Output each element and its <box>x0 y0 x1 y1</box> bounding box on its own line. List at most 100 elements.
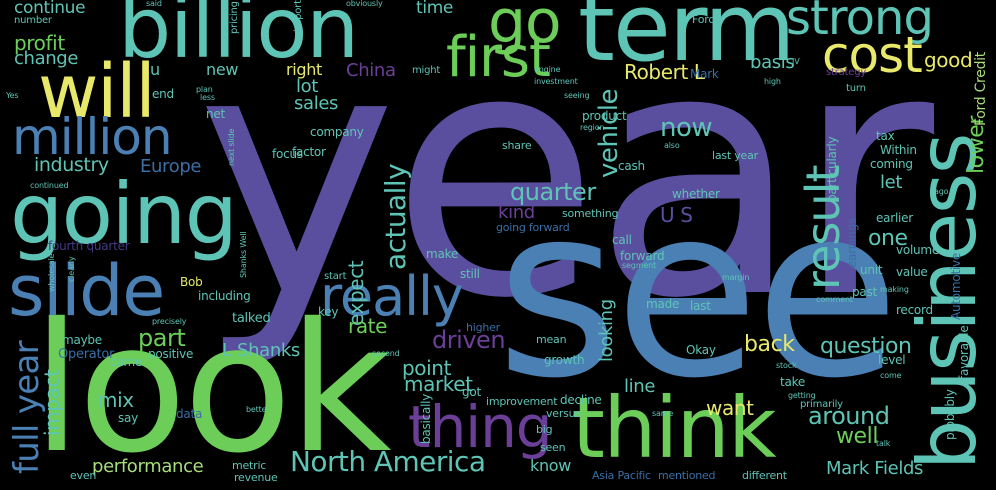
word-ford-credit: Ford Credit <box>973 52 989 126</box>
word-strategy: strategy <box>826 67 867 78</box>
word-value: value <box>896 265 928 279</box>
word-jv: JV <box>792 57 800 66</box>
word-result: result <box>796 165 850 290</box>
word-shanks-well: Shanks Well <box>239 231 248 278</box>
word-mean: mean <box>536 333 567 346</box>
word-market: market <box>404 372 473 396</box>
word-call: call <box>612 233 632 247</box>
word-region: region <box>580 123 605 132</box>
word-really: really <box>320 265 464 328</box>
word-precisely: precisely <box>152 317 187 326</box>
word-think: think <box>572 379 777 477</box>
word-unit: unit <box>860 263 883 277</box>
word-high: high <box>764 77 781 86</box>
word-make: make <box>426 247 458 261</box>
word-come: come <box>880 371 902 380</box>
word-continued: continued <box>30 181 69 190</box>
word-same: same <box>652 409 674 418</box>
word-focus: focus <box>272 147 303 161</box>
word-change: change <box>14 48 79 69</box>
word-maybe: maybe <box>62 333 102 347</box>
word-yes: Yes <box>6 91 19 100</box>
word-number: number <box>14 15 52 26</box>
word-impact: impact <box>40 369 64 436</box>
word-operator: Operator <box>58 347 115 362</box>
word-still: still <box>460 267 480 281</box>
word-let: let <box>880 172 903 193</box>
word-seen: seen <box>540 441 566 454</box>
word-actually: actually <box>379 163 412 270</box>
word-engine: engine <box>534 65 561 74</box>
word-factor: factor <box>292 145 326 159</box>
word-plan: plan <box>196 85 213 94</box>
word-thing: thing <box>408 393 553 461</box>
word-well: well <box>836 424 878 449</box>
word-one: one <box>868 226 908 251</box>
word-growth: growth <box>544 353 585 367</box>
word-ford: Ford <box>692 13 716 26</box>
word-volume: volume <box>896 243 940 257</box>
word-seeing: seeing <box>564 91 590 100</box>
word-want: want <box>706 396 754 420</box>
word-next-slide: next slide <box>227 128 236 166</box>
word-forward: forward <box>620 249 665 263</box>
word-back: back <box>744 332 795 357</box>
word-ago: ago <box>934 187 949 196</box>
word-came: came <box>110 355 143 369</box>
word-l-shanks: L Shanks <box>222 340 300 361</box>
word-basically: basically <box>419 393 433 444</box>
word-different: different <box>742 469 787 482</box>
word-stock: stock <box>776 361 797 370</box>
word-go: go <box>488 0 562 57</box>
word-even: even <box>70 469 97 482</box>
word-pricing: pricing <box>229 1 240 34</box>
word-look: look <box>32 285 392 490</box>
word-billion: billion <box>118 0 359 77</box>
word-made: made <box>646 297 680 311</box>
word-also: also <box>664 141 680 150</box>
word-line: line <box>624 376 656 397</box>
word-earnings: earnings <box>845 218 859 268</box>
word-going-forward: going forward <box>496 221 570 234</box>
word-strong: strong <box>786 0 934 46</box>
word-including: including <box>198 289 251 303</box>
word-turn: turn <box>846 83 866 94</box>
word-might: might <box>412 65 441 76</box>
word-quarter: quarter <box>510 178 596 206</box>
word-rate: rate <box>348 314 388 338</box>
word-data: data <box>176 407 203 421</box>
word-new: new <box>206 60 239 79</box>
word-revenue: revenue <box>234 471 278 484</box>
word-positive: positive <box>148 347 194 361</box>
word-question: question <box>820 334 912 359</box>
word-year: year <box>196 0 934 373</box>
word-see: see <box>496 155 900 430</box>
word-within: Within <box>880 143 917 157</box>
word-term: term <box>578 0 796 83</box>
word-going: going <box>10 165 238 263</box>
word-sales: sales <box>294 93 339 114</box>
word-fourth-quarter: fourth quarter <box>48 239 130 253</box>
word-company: company <box>310 125 364 139</box>
word-driven: driven <box>432 326 506 354</box>
word-know: know <box>530 456 572 475</box>
word-europe: Europe <box>140 156 202 177</box>
word-level: level <box>878 353 906 367</box>
word-got: got <box>462 385 481 399</box>
word-talk: talk <box>876 439 891 448</box>
word-profit: profit <box>14 31 65 55</box>
word-part: part <box>138 324 186 352</box>
word-less: less <box>200 93 215 102</box>
word-now: now <box>660 113 713 143</box>
word-key: key <box>318 305 339 319</box>
word-whether: whether <box>672 187 720 201</box>
word-cost: cost <box>822 26 923 84</box>
word-asia-pacific: Asia Pacific <box>592 469 651 482</box>
word-will: will <box>38 49 156 135</box>
word-full-year: full year <box>7 341 47 474</box>
word-comment: comment <box>816 295 853 304</box>
word-said: said <box>146 0 162 8</box>
word-mix: mix <box>98 388 134 412</box>
word-metric: metric <box>232 459 267 472</box>
word-performance: performance <box>92 456 204 477</box>
